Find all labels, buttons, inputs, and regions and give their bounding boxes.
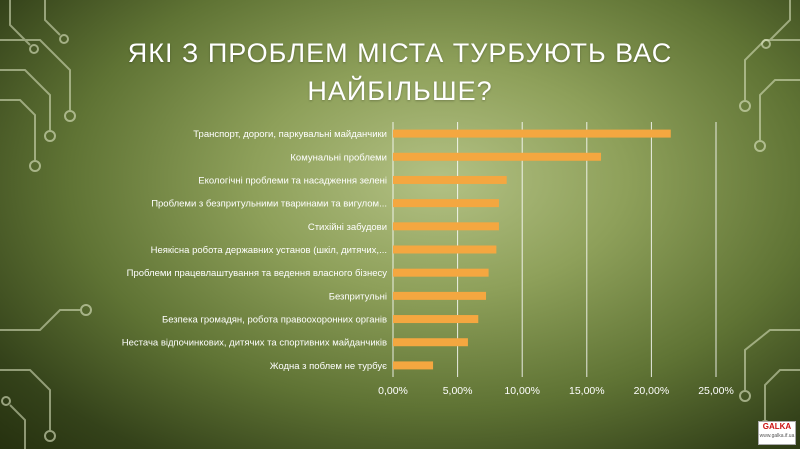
category-label: Жодна з поблем не турбує xyxy=(270,361,387,372)
x-tick-label: 20,00% xyxy=(634,385,670,397)
bar xyxy=(393,268,489,277)
category-label: Нестача відпочинкових, дитячих та спорти… xyxy=(122,338,387,349)
category-label: Проблеми працевлаштування та ведення вла… xyxy=(127,268,388,279)
logo-subtext: www.galka.if.ua xyxy=(759,433,795,439)
x-tick-label: 10,00% xyxy=(504,385,540,397)
bar xyxy=(393,361,434,370)
bar xyxy=(393,129,671,138)
bar xyxy=(393,291,487,300)
bar xyxy=(393,152,602,161)
bar xyxy=(393,199,499,208)
bar xyxy=(393,315,479,324)
category-label: Транспорт, дороги, паркувальні майданчик… xyxy=(193,129,387,140)
logo-text: GALKA xyxy=(762,422,792,431)
category-label: Безпритульні xyxy=(329,291,387,302)
x-tick-label: 5,00% xyxy=(443,385,473,397)
x-tick-label: 15,00% xyxy=(569,385,605,397)
bar xyxy=(393,245,497,254)
category-label: Комунальні проблеми xyxy=(290,152,387,163)
category-label: Екологічні проблеми та насадження зелені xyxy=(198,175,387,186)
bar xyxy=(393,222,499,231)
x-tick-label: 25,00% xyxy=(698,385,734,397)
category-label: Проблеми з безпритульними тваринами та в… xyxy=(151,199,387,210)
bar xyxy=(393,338,468,347)
title-line-2: НАЙБІЛЬШЕ? xyxy=(307,76,493,106)
galka-logo: GALKA www.galka.if.ua xyxy=(758,421,796,445)
x-tick-label: 0,00% xyxy=(378,385,408,397)
category-label: Неякісна робота державних установ (шкіл,… xyxy=(151,245,387,256)
page-title: ЯКІ З ПРОБЛЕМ МІСТА ТУРБУЮТЬ ВАС НАЙБІЛЬ… xyxy=(0,34,800,110)
title-line-1: ЯКІ З ПРОБЛЕМ МІСТА ТУРБУЮТЬ ВАС xyxy=(127,38,673,68)
category-label: Безпека громадян, робота правоохоронних … xyxy=(162,315,387,326)
bar xyxy=(393,175,507,184)
category-label: Стихійні забудови xyxy=(308,222,387,233)
